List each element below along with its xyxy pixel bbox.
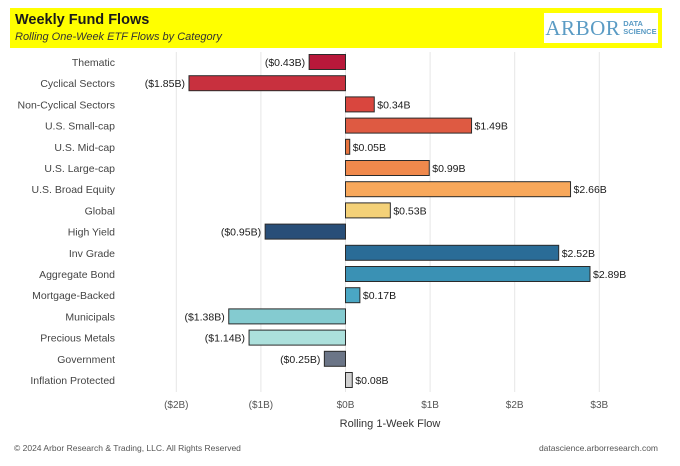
data-label: ($0.43B) xyxy=(265,57,305,69)
category-label: Government xyxy=(57,354,115,366)
category-label: Inflation Protected xyxy=(30,375,115,387)
bar xyxy=(188,75,346,92)
category-label: Inv Grade xyxy=(69,248,115,260)
logo-wordmark: ARBOR xyxy=(545,15,621,40)
category-label: Precious Metals xyxy=(40,333,115,345)
arbor-logo: ARBOR DATA SCIENCE xyxy=(544,13,658,43)
header-banner: Weekly Fund Flows Rolling One-Week ETF F… xyxy=(10,8,662,48)
copyright-notice: © 2024 Arbor Research & Trading, LLC. Al… xyxy=(14,443,241,453)
data-label: $0.05B xyxy=(353,142,386,154)
category-label: Mortgage-Backed xyxy=(32,290,115,302)
x-tick-label: $3B xyxy=(590,400,608,411)
data-label: $1.49B xyxy=(475,121,508,133)
bar xyxy=(345,117,473,134)
x-axis-title: Rolling 1-Week Flow xyxy=(340,418,441,430)
x-tick-label: $2B xyxy=(506,400,524,411)
bar xyxy=(228,308,346,325)
bar xyxy=(345,372,353,388)
data-label: $0.34B xyxy=(377,99,410,111)
website-url: datascience.arborresearch.com xyxy=(538,443,658,453)
category-label: Thematic xyxy=(72,57,115,69)
category-label: Municipals xyxy=(65,311,115,323)
bar xyxy=(345,138,351,155)
x-tick-label: $1B xyxy=(421,400,439,411)
data-label: $2.66B xyxy=(574,184,607,196)
x-tick-label: ($1B) xyxy=(249,400,273,411)
chart-title: Weekly Fund Flows xyxy=(15,12,150,28)
category-label: U.S. Small-cap xyxy=(45,121,115,133)
bar xyxy=(323,350,347,367)
category-label: Global xyxy=(85,205,115,217)
category-label: U.S. Large-cap xyxy=(44,163,115,175)
bar xyxy=(345,266,591,282)
data-label: $2.89B xyxy=(593,269,626,281)
bar xyxy=(264,223,347,240)
data-label: $2.52B xyxy=(562,248,595,260)
bar xyxy=(248,329,346,346)
x-tick-label: $0B xyxy=(337,400,355,411)
data-label: ($1.38B) xyxy=(184,311,224,323)
bar xyxy=(345,287,361,304)
bar xyxy=(345,202,391,219)
logo-subtext: DATA SCIENCE xyxy=(623,20,656,36)
bar xyxy=(308,54,347,70)
category-label: Cyclical Sectors xyxy=(40,78,115,90)
data-label: $0.17B xyxy=(363,290,396,302)
bar xyxy=(345,181,572,198)
data-label: $0.08B xyxy=(355,375,388,387)
x-tick-label: ($2B) xyxy=(164,400,188,411)
chart-subtitle: Rolling One-Week ETF Flows by Category xyxy=(15,31,222,43)
category-label: U.S. Broad Equity xyxy=(32,184,116,196)
category-label: U.S. Mid-cap xyxy=(54,142,115,154)
bar xyxy=(345,96,375,113)
data-label: ($0.95B) xyxy=(221,227,261,239)
data-label: $0.99B xyxy=(432,163,465,175)
bar xyxy=(345,160,430,176)
bar xyxy=(345,244,560,261)
logo-subtext-line-1: DATA xyxy=(623,19,643,28)
data-label: ($0.25B) xyxy=(280,354,320,366)
data-label: ($1.85B) xyxy=(145,78,185,90)
category-label: Aggregate Bond xyxy=(39,269,115,281)
logo-subtext-line-2: SCIENCE xyxy=(623,27,657,36)
category-label: Non-Cyclical Sectors xyxy=(18,99,115,111)
fund-flows-bar-chart: ($2B) ($1B) $0B $1B $2B $3B Rolling 1-Week Flo… xyxy=(18,52,626,430)
data-label: ($1.14B) xyxy=(205,333,245,345)
data-label: $0.53B xyxy=(393,205,426,217)
category-label: High Yield xyxy=(68,227,115,239)
